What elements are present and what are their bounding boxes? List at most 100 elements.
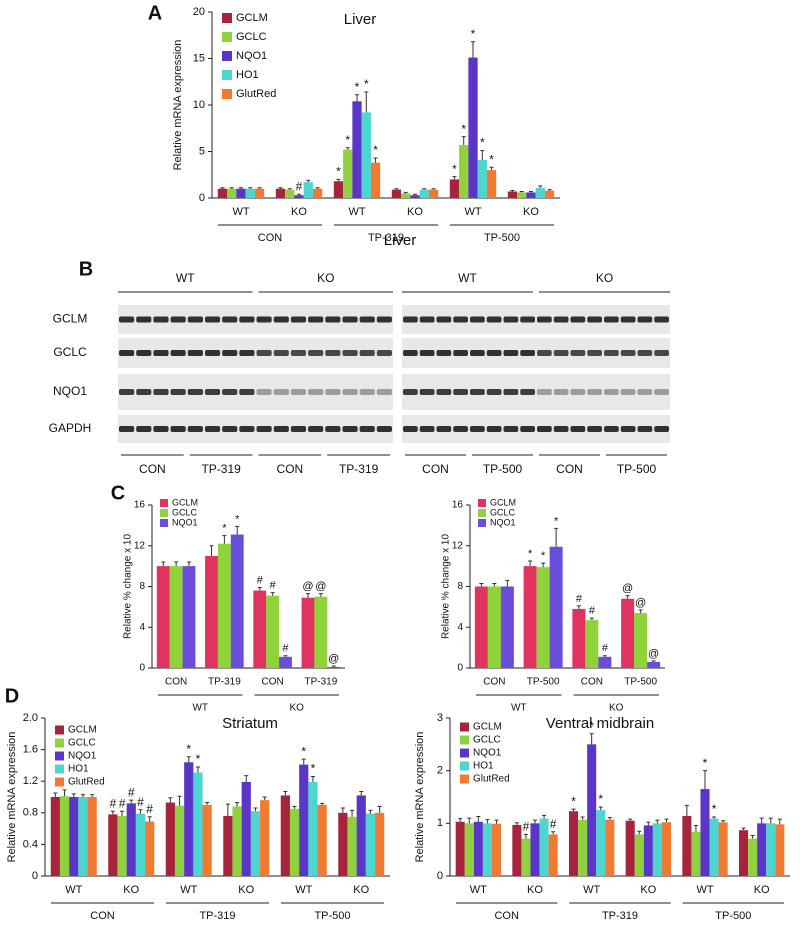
- error-bar: [467, 817, 472, 824]
- error-bar: [523, 833, 528, 839]
- error-bar: [664, 818, 669, 823]
- error-bar: [186, 756, 191, 763]
- blot-band: [637, 350, 653, 356]
- bar: [709, 818, 719, 876]
- bar: [279, 656, 292, 668]
- error-bar: [71, 793, 76, 797]
- significance-mark: #: [282, 643, 289, 655]
- y-tick-label: 3: [437, 712, 443, 724]
- significance-mark: #: [523, 820, 530, 834]
- bar: [260, 800, 270, 876]
- legend-label: NQO1: [490, 517, 516, 527]
- bar: [523, 566, 537, 668]
- error-bar: [494, 819, 499, 824]
- legend-swatch: [55, 725, 64, 735]
- significance-mark: #: [550, 817, 557, 831]
- error-bar: [403, 191, 408, 194]
- error-bar: [458, 818, 463, 822]
- significance-mark: @: [315, 581, 326, 593]
- error-bar: [547, 189, 552, 191]
- blot-band: [570, 350, 586, 356]
- x-tick-label: WT: [65, 884, 82, 896]
- treatment-label: CON: [277, 462, 304, 476]
- error-bar: [318, 593, 323, 597]
- error-bar: [283, 655, 288, 657]
- y-tick-label: 2: [437, 765, 443, 777]
- x-tick-label: TP-500: [527, 677, 560, 688]
- error-bar: [287, 188, 292, 190]
- blot-band: [342, 350, 358, 356]
- legend-swatch: [160, 519, 168, 527]
- blot-band: [222, 316, 238, 323]
- blot-band: [325, 316, 341, 323]
- bar: [487, 586, 501, 668]
- error-bar: [168, 797, 173, 803]
- error-bar: [510, 190, 515, 192]
- bar: [156, 566, 170, 668]
- error-bar: [422, 188, 427, 190]
- error-bar: [306, 179, 311, 183]
- bar: [202, 804, 212, 876]
- error-bar: [368, 809, 373, 814]
- y-tick-label: 12: [452, 540, 464, 551]
- bar: [621, 598, 635, 668]
- significance-mark: *: [528, 548, 533, 560]
- legend-swatch: [460, 735, 469, 745]
- error-bar: [355, 94, 359, 102]
- significance-mark: *: [489, 152, 494, 166]
- x-tick-label: CON: [165, 677, 187, 688]
- error-bar: [225, 803, 230, 816]
- legend-label: NQO1: [473, 748, 502, 759]
- significance-mark: @: [635, 597, 646, 609]
- legend-label: GlutRed: [68, 777, 105, 788]
- significance-mark: #: [128, 785, 135, 799]
- blot-band: [308, 350, 324, 356]
- error-bar: [205, 802, 210, 805]
- error-bar: [693, 824, 698, 832]
- panel-label: C: [111, 482, 125, 504]
- error-bar: [607, 817, 612, 820]
- error-bar: [452, 176, 457, 180]
- bar: [455, 821, 465, 876]
- y-tick-label: 10: [193, 99, 205, 111]
- error-bar: [177, 795, 182, 806]
- error-bar: [684, 804, 689, 816]
- error-bar: [741, 827, 746, 831]
- panel-label: D: [5, 685, 19, 707]
- blot-band: [359, 316, 375, 323]
- bar: [549, 546, 563, 668]
- blot-band: [342, 389, 358, 395]
- bar: [569, 811, 579, 876]
- bar: [474, 586, 488, 668]
- error-bar: [315, 187, 320, 189]
- group-label: CON: [90, 910, 115, 922]
- bar: [500, 586, 514, 668]
- error-bar: [554, 527, 559, 547]
- bar: [375, 812, 385, 876]
- bar: [182, 566, 196, 668]
- bar: [473, 821, 483, 876]
- blot-band: [222, 389, 238, 395]
- error-bar: [637, 830, 642, 835]
- bar: [250, 811, 261, 876]
- blot-title: Liver: [384, 232, 417, 249]
- blot-band: [453, 350, 468, 356]
- error-bar: [533, 819, 537, 824]
- blot-band: [570, 389, 586, 395]
- bar: [464, 823, 474, 876]
- bar: [700, 789, 710, 876]
- y-tick-label: 0: [437, 870, 443, 882]
- error-bar: [209, 545, 214, 556]
- x-tick-label: KO: [407, 206, 423, 218]
- y-tick-label: 5: [199, 145, 205, 157]
- bar: [333, 181, 344, 198]
- bar: [174, 805, 185, 876]
- significance-mark: @: [648, 648, 659, 660]
- blot-band: [654, 316, 669, 323]
- bar: [548, 834, 558, 876]
- legend-label: GCLM: [68, 725, 97, 736]
- significance-mark: #: [257, 574, 264, 586]
- blot-band: [620, 316, 636, 323]
- treatment-label: CON: [556, 462, 583, 476]
- error-bar: [431, 188, 436, 190]
